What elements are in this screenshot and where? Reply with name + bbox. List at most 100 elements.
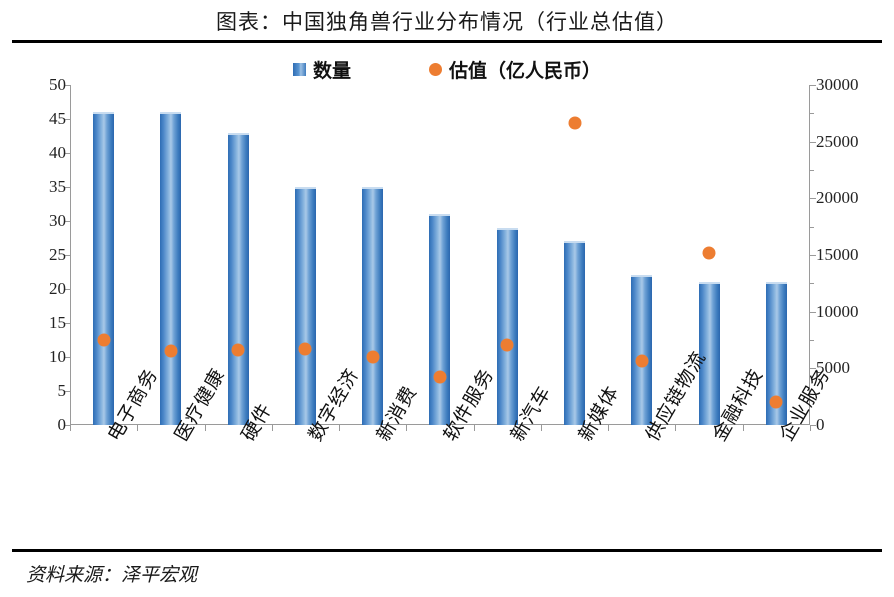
- chart-category-slot: [272, 85, 339, 425]
- x-tick: [540, 425, 542, 431]
- dot-swatch-icon: [429, 63, 442, 76]
- bar-count[interactable]: [93, 112, 115, 425]
- y-tick-left: [64, 187, 70, 188]
- dot-valuation[interactable]: [164, 344, 178, 358]
- y-tick-label-left: 0: [57, 415, 67, 434]
- x-tick: [742, 425, 744, 431]
- y-tick-label-right: 10000: [816, 301, 859, 321]
- chart-category-slot: [608, 85, 675, 425]
- y-tick-label-left: 20: [49, 279, 66, 298]
- y-tick-left: [64, 357, 70, 358]
- y-tick-left: [64, 221, 70, 222]
- chart-category-slot: [675, 85, 742, 425]
- y-tick-left: [64, 391, 70, 392]
- dot-valuation[interactable]: [97, 333, 111, 347]
- chart-category-slot: [339, 85, 406, 425]
- chart-category-slot: [743, 85, 810, 425]
- x-tick: [137, 425, 139, 431]
- source-note: 资料来源：泽平宏观: [26, 565, 198, 586]
- y-tick-label-right: 20000: [816, 188, 859, 208]
- y-tick-left: [64, 85, 70, 86]
- chart-category-slot: [541, 85, 608, 425]
- page-title: 图表：中国独角兽行业分布情况（行业总估值）: [216, 10, 678, 34]
- bottom-divider: [12, 549, 882, 552]
- bar-count[interactable]: [160, 112, 182, 425]
- dot-valuation[interactable]: [433, 370, 447, 384]
- y-tick-label-left: 40: [49, 143, 66, 162]
- top-divider: [12, 40, 882, 43]
- dot-valuation[interactable]: [702, 246, 716, 260]
- y-tick-label-left: 25: [49, 245, 66, 264]
- bar-count[interactable]: [429, 214, 451, 425]
- y-axis-right: [809, 85, 810, 425]
- x-tick: [608, 425, 610, 431]
- chart-category-slot: [406, 85, 473, 425]
- y-tick-label-left: 50: [49, 75, 66, 94]
- bars-layer: [70, 85, 810, 425]
- y-tick-label-left: 30: [49, 211, 66, 230]
- y-tick-label-right: 15000: [816, 245, 859, 264]
- dot-valuation[interactable]: [298, 342, 312, 355]
- y-tick-left: [64, 255, 70, 256]
- bar-count[interactable]: [496, 227, 518, 425]
- legend-label-valuation: 估值（亿人民币）: [449, 61, 602, 82]
- x-tick: [406, 425, 408, 431]
- y-tick-label-left: 5: [57, 381, 67, 400]
- dot-valuation[interactable]: [231, 343, 245, 357]
- bar-count[interactable]: [698, 282, 720, 425]
- legend-item-count[interactable]: 数量: [292, 56, 351, 83]
- y-tick-right: [810, 113, 814, 115]
- y-tick-label-left: 35: [49, 177, 66, 196]
- y-tick-left: [64, 323, 70, 324]
- y-tick-right: [810, 170, 814, 171]
- bar-swatch-icon: [292, 63, 306, 76]
- dot-valuation[interactable]: [635, 354, 649, 368]
- x-tick: [339, 425, 341, 431]
- dot-valuation[interactable]: [500, 338, 514, 352]
- x-tick: [675, 425, 677, 431]
- bar-count[interactable]: [362, 187, 384, 425]
- y-tick-right: [810, 311, 816, 313]
- x-axis-labels: 电子商务 医疗健康 硬件 数字经济 新消费 软件服务 新汽车 新媒体 供应链物流 金融科技 企业服务: [70, 348, 835, 550]
- chart-legend: 数量 估值（亿人民币）: [0, 56, 894, 83]
- y-tick-right: [810, 425, 816, 426]
- x-tick: [70, 425, 71, 431]
- dot-valuation[interactable]: [568, 116, 582, 130]
- chart-category-slot: [205, 85, 272, 425]
- bar-count[interactable]: [631, 275, 653, 425]
- plot-area: 0 5 10 15 20 25 30 35 40 45 50 0 5000 10000 15000 20000…: [49, 75, 859, 434]
- y-tick-right: [810, 198, 816, 200]
- y-tick-label-right: 25000: [816, 131, 859, 151]
- y-tick-label-right: 30000: [816, 75, 859, 94]
- legend-item-valuation[interactable]: 估值（亿人民币）: [429, 56, 601, 83]
- y-axis-left: [70, 85, 71, 425]
- y-tick-right: [810, 255, 816, 256]
- x-tick: [271, 425, 273, 431]
- y-tick-right: [810, 340, 814, 341]
- chart-category-slot: [474, 85, 541, 425]
- y-tick-right: [810, 283, 814, 285]
- dot-valuation[interactable]: [769, 395, 783, 409]
- chart-category-slot: [137, 85, 204, 425]
- x-tick: [810, 425, 811, 431]
- x-tick: [204, 425, 206, 431]
- y-tick-left: [64, 119, 70, 120]
- y-tick-right: [810, 396, 814, 398]
- bar-count[interactable]: [294, 187, 316, 425]
- y-tick-label-right: 0: [816, 415, 825, 434]
- y-tick-label-left: 10: [49, 347, 66, 366]
- bar-count[interactable]: [227, 132, 249, 425]
- y-tick-right: [810, 85, 816, 86]
- y-tick-left: [64, 425, 70, 426]
- x-tick: [473, 425, 475, 431]
- bar-count[interactable]: [765, 282, 787, 425]
- y-tick-label-right: 5000: [816, 358, 850, 378]
- y-tick-right: [810, 141, 816, 143]
- y-tick-left: [64, 153, 70, 154]
- y-tick-left: [64, 289, 70, 290]
- bar-count[interactable]: [564, 241, 586, 425]
- y-tick-right: [810, 368, 816, 370]
- dot-valuation[interactable]: [366, 350, 380, 364]
- legend-label-count: 数量: [312, 61, 351, 82]
